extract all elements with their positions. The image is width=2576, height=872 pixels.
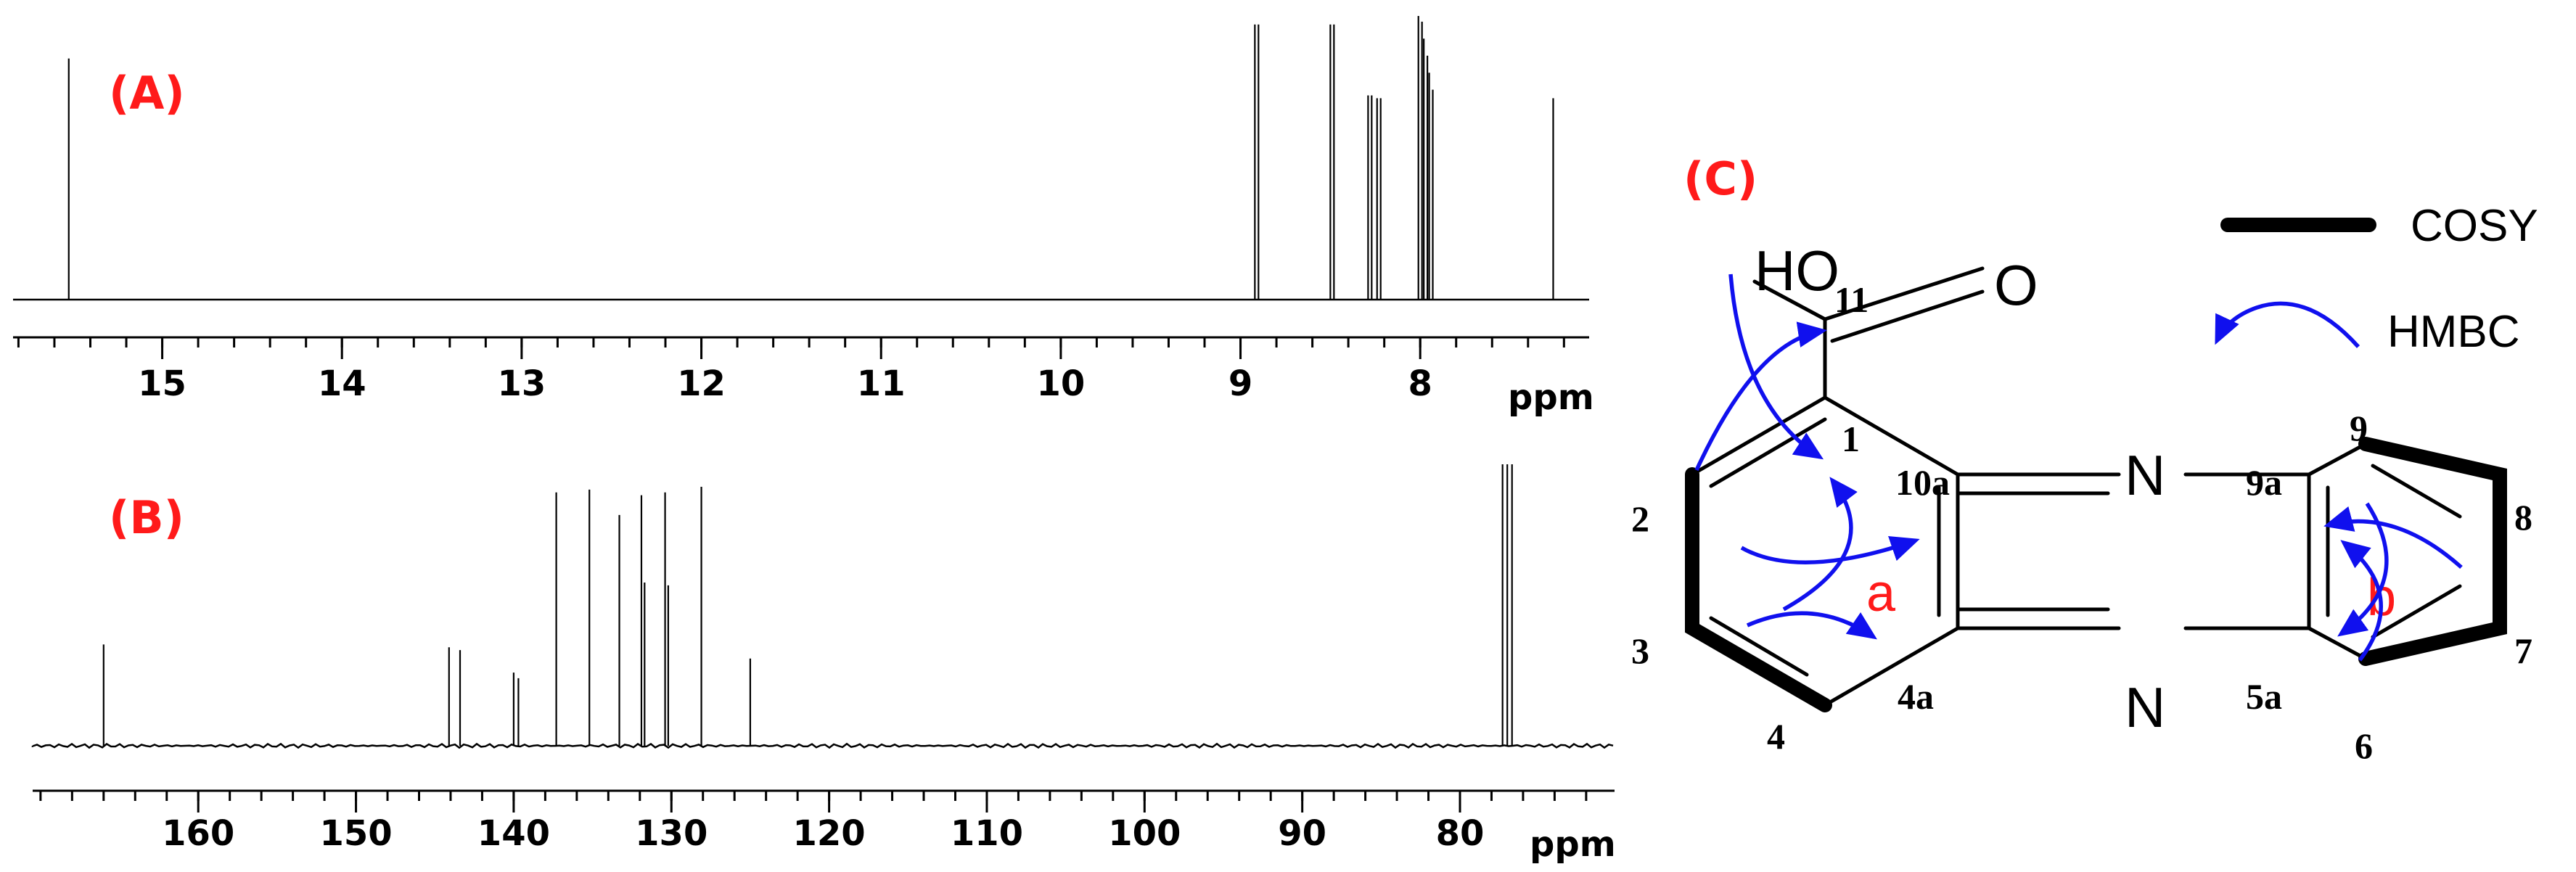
- position-5a: 5a: [2246, 676, 2282, 717]
- hmbc-arrow-h2-to-c10a: [1740, 536, 1920, 564]
- spectrum-a-tick-label: 14: [318, 363, 366, 404]
- spectrum-a-unit: ppm: [1508, 377, 1594, 418]
- hmbc-arrow-h3-to-c1: [1782, 477, 1858, 612]
- spectrum-b-tick-label: 150: [319, 813, 392, 854]
- spectrum-b-tick-label: 130: [635, 813, 707, 854]
- bond-11-o: [1823, 266, 1985, 321]
- hmbc-arrow-h2-to-c11: [1694, 321, 1827, 472]
- hmbc-legend-arrow: [2215, 301, 2360, 348]
- bond-10a-1: [1823, 395, 1960, 477]
- spectrum-a-tick-label: 10: [1036, 363, 1085, 404]
- position-4a: 4a: [1898, 676, 1934, 717]
- bond-1-2: [1690, 395, 1827, 477]
- legend: COSY HMBC: [2215, 201, 2538, 357]
- spectrum-a-tick-label: 8: [1408, 363, 1432, 404]
- position-6: 6: [2355, 725, 2373, 766]
- bond-4a-4: [1823, 626, 1960, 707]
- position-8: 8: [2514, 497, 2532, 538]
- spectrum-a-tick-label: 11: [857, 363, 906, 404]
- spectrum-b-tick-label: 100: [1108, 813, 1181, 854]
- spectrum-b-tick-label: 110: [951, 813, 1023, 854]
- double-bond-3-4: [1709, 616, 1809, 677]
- spectrum-b-unit: ppm: [1530, 824, 1616, 865]
- position-1: 1: [1842, 419, 1860, 459]
- spectrum-a-tick-label: 15: [138, 363, 186, 404]
- position-3: 3: [1631, 630, 1649, 671]
- panel-b-label: (B): [109, 491, 184, 544]
- atom-nitrogen-bottom: N: [2125, 675, 2165, 739]
- position-9: 9: [2350, 408, 2368, 448]
- bond-9a-9: [2307, 442, 2368, 477]
- cosy-2-3-4: [1685, 467, 1832, 712]
- spectrum-b-peaks: [102, 464, 1513, 746]
- hmbc-legend-label: HMBC: [2387, 307, 2520, 357]
- atom-nitrogen-top: N: [2125, 443, 2165, 507]
- atom-hydroxyl: HO: [1755, 239, 1839, 303]
- spectrum-b-baseline: [31, 742, 1614, 749]
- double-bond-9-8: [2371, 464, 2462, 519]
- double-bond-1-2: [1709, 417, 1827, 488]
- cosy-correlations: [1685, 437, 2507, 712]
- spectrum-b-tick-label: 90: [1278, 813, 1326, 854]
- position-10a: 10a: [1895, 462, 1950, 503]
- double-bond-11-o: [1830, 289, 1985, 343]
- hmbc-arrow-h3-to-c4a: [1746, 611, 1877, 640]
- position-9a: 9a: [2246, 462, 2282, 503]
- spectrum-panel-b: (B) 160 150 140 130 120 110 100 90 80 ppm: [31, 464, 1616, 865]
- position-numbers: 11 1 2 3 4 10a 4a 9a 5a 9 8 7 6: [1631, 279, 2532, 766]
- ring-label-a: a: [1866, 564, 1896, 622]
- bond-5a-6: [2307, 626, 2368, 661]
- spectrum-a-tick-label: 9: [1228, 363, 1252, 404]
- position-7: 7: [2514, 630, 2532, 671]
- hmbc-correlations: [1694, 273, 2463, 662]
- double-bond-7-6: [2371, 584, 2462, 639]
- hmbc-arrow-h6-to-c9a: [2340, 540, 2383, 662]
- position-4: 4: [1767, 716, 1785, 757]
- cosy-legend-label: COSY: [2411, 201, 2538, 251]
- spectrum-b-tick-label: 140: [477, 813, 550, 854]
- spectrum-a-tick-label: 12: [677, 363, 726, 404]
- panel-a-label: (A): [109, 67, 185, 120]
- structure-panel-c: (C) COSY HMBC: [1631, 152, 2538, 766]
- spectrum-b-axis: 160 150 140 130 120 110 100 90 80: [33, 789, 1615, 854]
- molecule-skeleton: [1690, 266, 2462, 707]
- panel-c-label: (C): [1683, 152, 1757, 205]
- spectrum-a-axis: 15 14 13 12 11 10 9 8: [13, 336, 1589, 404]
- spectrum-a-peaks: [67, 16, 1554, 300]
- bond-11-oh: [1752, 279, 1827, 321]
- hmbc-arrow-h9-to-c5a: [2337, 502, 2389, 637]
- spectrum-b-baseline-trace: [31, 742, 1614, 749]
- atom-carbonyl-oxygen: O: [1994, 253, 2038, 317]
- position-11: 11: [1834, 279, 1869, 320]
- spectrum-b-tick-label: 120: [793, 813, 866, 854]
- spectrum-a-tick-label: 13: [497, 363, 546, 404]
- cosy-9-8-7-6: [2358, 437, 2507, 666]
- spectrum-panel-a: (A) 15 14 13 12 11 10 9 8 ppm: [13, 16, 1594, 418]
- spectrum-b-tick-label: 160: [162, 813, 234, 854]
- atom-labels: HO O N N: [1755, 239, 2165, 739]
- position-2: 2: [1631, 498, 1649, 539]
- spectrum-b-tick-label: 80: [1436, 813, 1485, 854]
- hmbc-arrow-oh-to-c1: [1728, 273, 1824, 460]
- hmbc-arrow-h8-to-c9a: [2323, 506, 2463, 569]
